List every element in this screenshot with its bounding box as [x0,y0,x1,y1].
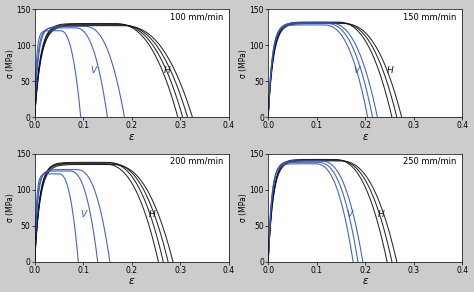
Text: H: H [149,210,155,219]
Text: H: H [377,210,384,219]
Text: V: V [346,210,352,219]
Text: H: H [387,65,394,74]
Text: V: V [91,65,97,74]
Text: V: V [81,210,87,219]
Y-axis label: σ (MPa): σ (MPa) [6,193,15,222]
Text: 250 mm/min: 250 mm/min [403,157,456,166]
X-axis label: ε: ε [363,132,368,142]
Text: V: V [353,65,359,74]
X-axis label: ε: ε [363,277,368,286]
Y-axis label: σ (MPa): σ (MPa) [6,49,15,78]
X-axis label: ε: ε [129,132,135,142]
Y-axis label: σ (MPa): σ (MPa) [239,193,248,222]
Text: 200 mm/min: 200 mm/min [170,157,223,166]
Text: 150 mm/min: 150 mm/min [403,12,456,21]
Text: H: H [164,65,170,74]
X-axis label: ε: ε [129,277,135,286]
Y-axis label: σ (MPa): σ (MPa) [239,49,248,78]
Text: 100 mm/min: 100 mm/min [170,12,223,21]
